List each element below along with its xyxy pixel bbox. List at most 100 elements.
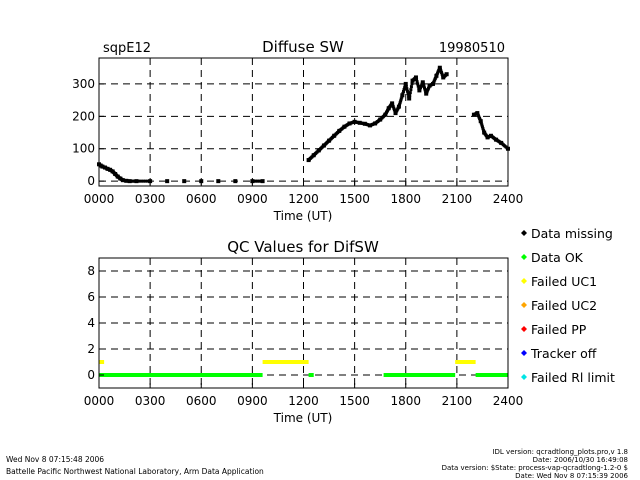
- top-y-ticks: 0 100 200 300: [72, 77, 104, 188]
- bottom-grid: [99, 258, 508, 388]
- data-point: [141, 179, 145, 183]
- data-point: [400, 93, 405, 98]
- data-point: [440, 72, 444, 76]
- data-point: [252, 179, 256, 183]
- data-point: [391, 103, 395, 107]
- data-point: [216, 179, 221, 184]
- data-point: [405, 87, 409, 91]
- qc-legend: Data missing Data OK Failed UC1 Failed UC2 F…: [521, 226, 615, 385]
- data-point: [408, 91, 412, 95]
- data-point: [396, 104, 401, 109]
- data-point: [480, 123, 484, 127]
- top-y-tick-label: 0: [87, 174, 95, 188]
- bottom-x-tick-label: 2400: [493, 394, 524, 408]
- data-point: [480, 125, 484, 129]
- bottom-x-tick-label: 2100: [442, 394, 473, 408]
- data-point: [139, 179, 143, 183]
- data-point: [420, 80, 425, 85]
- legend-marker-icon: [521, 254, 527, 260]
- data-point: [410, 82, 414, 86]
- bottom-x-ticks: 0000 0300 0600 0900 1200 1500 1800 2100 2400: [84, 383, 524, 408]
- bottom-x-tick-label: 0600: [186, 394, 217, 408]
- data-point: [440, 71, 444, 75]
- footer-idl-version: IDL version: qcradtlong_plots.pro,v 1.8: [492, 448, 628, 456]
- bottom-y-tick-label: 2: [87, 342, 95, 356]
- data-point: [391, 105, 395, 109]
- bottom-y-tick-label: 8: [87, 264, 95, 278]
- top-y-tick-label: 300: [72, 77, 95, 91]
- top-x-tick-label: 0000: [84, 192, 115, 206]
- legend-label: Failed UC2: [531, 298, 597, 313]
- data-point: [437, 65, 442, 70]
- bottom-x-tick-label: 0000: [84, 394, 115, 408]
- data-point: [422, 84, 426, 88]
- data-point: [182, 179, 187, 184]
- legend-marker-icon: [521, 350, 527, 356]
- chart-title-bottom: QC Values for DifSW: [227, 238, 379, 256]
- footer-data-version: Data version: $State: process-vap-qcradt…: [442, 464, 628, 472]
- top-x-tick-label: 0300: [135, 192, 166, 206]
- data-point: [398, 103, 402, 107]
- data-point: [479, 121, 483, 125]
- data-point: [257, 179, 261, 183]
- top-x-tick-label: 0600: [186, 192, 217, 206]
- bottom-x-tick-label: 0300: [135, 394, 166, 408]
- data-point: [416, 82, 420, 86]
- chart-title-top: Diffuse SW: [262, 38, 344, 56]
- data-point: [401, 89, 405, 93]
- legend-label: Data missing: [531, 226, 613, 241]
- data-point: [165, 179, 170, 184]
- data-point: [439, 69, 443, 73]
- data-point: [444, 72, 449, 77]
- data-point: [399, 97, 403, 101]
- data-point: [406, 92, 410, 96]
- data-point: [403, 86, 407, 90]
- legend-marker-icon: [521, 230, 527, 236]
- data-point: [481, 127, 485, 131]
- legend-marker-icon: [521, 326, 527, 332]
- data-point: [144, 179, 148, 183]
- data-point: [392, 108, 396, 112]
- data-point: [392, 106, 396, 110]
- legend-label: Data OK: [531, 250, 584, 265]
- data-point: [390, 101, 395, 106]
- top-x-tick-label: 2400: [493, 192, 524, 206]
- top-grid: [99, 58, 508, 186]
- data-point: [401, 91, 405, 95]
- legend-label: Failed PP: [531, 322, 587, 337]
- data-point: [408, 94, 412, 98]
- footer-idl-date: Date: 2006/10/30 16:49:08: [533, 456, 628, 464]
- top-x-ticks: 0000 0300 0600 0900 1200 1500 1800 2100 2400: [84, 181, 524, 206]
- data-point: [421, 82, 425, 86]
- data-point: [438, 67, 442, 71]
- bottom-y-tick-label: 6: [87, 290, 95, 304]
- legend-marker-icon: [521, 302, 527, 308]
- data-point: [422, 86, 426, 90]
- data-point: [409, 85, 413, 89]
- data-point: [478, 119, 483, 124]
- top-y-tick-label: 100: [72, 142, 95, 156]
- bottom-y-tick-label: 0: [87, 368, 95, 382]
- data-point: [402, 88, 406, 92]
- top-x-tick-label: 1200: [288, 192, 319, 206]
- data-point: [423, 88, 427, 92]
- data-point: [260, 179, 265, 184]
- data-point: [398, 101, 402, 105]
- bottom-x-tick-label: 1200: [288, 394, 319, 408]
- data-point: [255, 179, 259, 183]
- top-x-tick-label: 0900: [237, 192, 268, 206]
- legend-label: Failed Rl limit: [531, 370, 615, 385]
- data-point: [134, 179, 139, 184]
- data-point: [233, 179, 238, 184]
- top-y-tick-label: 200: [72, 109, 95, 123]
- bottom-x-tick-label: 1800: [390, 394, 421, 408]
- top-x-tick-label: 1800: [390, 192, 421, 206]
- data-point: [407, 96, 412, 101]
- data-point: [146, 179, 150, 183]
- top-x-tick-label: 1500: [339, 192, 370, 206]
- data-point: [254, 179, 258, 183]
- data-point: [399, 99, 403, 103]
- top-x-tick-label: 2100: [442, 192, 473, 206]
- bottom-x-axis-label: Time (UT): [273, 411, 333, 425]
